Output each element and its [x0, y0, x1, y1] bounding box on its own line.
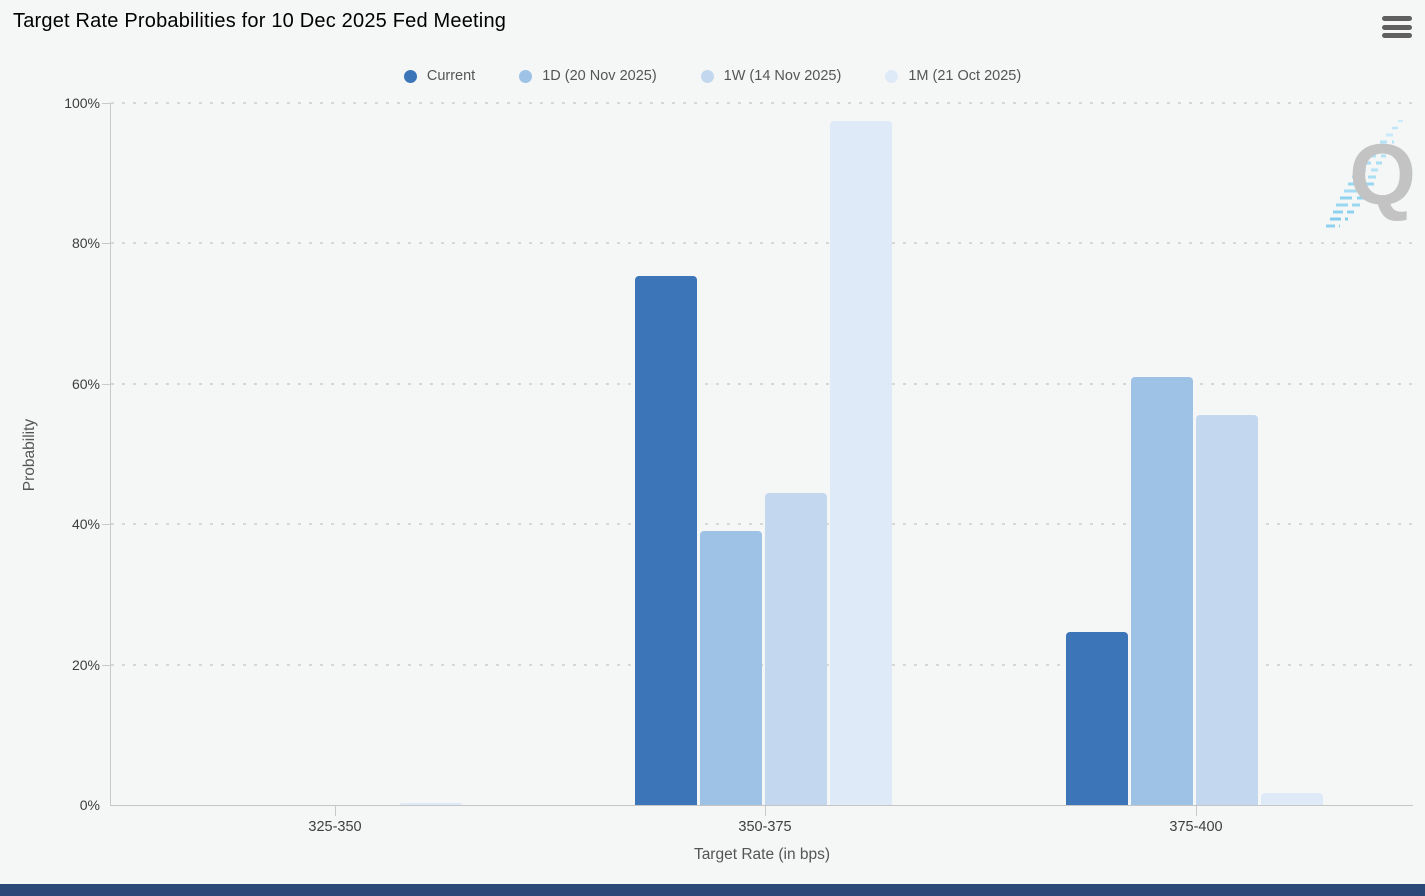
legend-label: 1M (21 Oct 2025) [908, 68, 1022, 84]
legend-item-current[interactable]: Current [403, 68, 476, 84]
bar-current-375-400[interactable] [1066, 632, 1128, 805]
legend-item-1w[interactable]: 1W (14 Nov 2025) [700, 68, 842, 84]
bar-1m-375-400[interactable] [1261, 793, 1323, 805]
y-axis-tick [102, 384, 110, 385]
y-axis-line [110, 103, 111, 806]
legend-item-1m[interactable]: 1M (21 Oct 2025) [885, 68, 1021, 84]
x-axis-label: 350-375 [738, 819, 792, 835]
gridline-40 [111, 523, 1413, 526]
x-axis-label: 375-400 [1169, 819, 1223, 835]
y-axis-tick [102, 665, 110, 666]
x-axis-tick [335, 806, 336, 816]
y-axis-label: 0% [79, 797, 100, 813]
x-axis-label: 325-350 [308, 819, 362, 835]
bar-1d-350-375[interactable] [700, 531, 762, 805]
bar-1m-350-375[interactable] [830, 121, 892, 805]
menu-bar [1382, 16, 1412, 21]
menu-bar [1382, 24, 1412, 30]
logo-swoosh-icon [1326, 119, 1406, 228]
quikstrike-logo: Q [1318, 108, 1424, 236]
bar-1w-350-375[interactable] [765, 493, 827, 805]
gridline-20 [111, 663, 1413, 666]
gridline-60 [111, 382, 1413, 385]
x-axis-tick [765, 806, 766, 816]
y-axis-label: 60% [71, 375, 100, 392]
bar-1d-375-400[interactable] [1131, 377, 1193, 805]
legend-marker-icon [700, 69, 714, 83]
legend-label: 1W (14 Nov 2025) [723, 68, 842, 84]
x-axis-title: Target Rate (in bps) [693, 846, 831, 863]
y-axis-label: 80% [71, 235, 100, 252]
legend-marker-icon [519, 69, 533, 83]
y-axis-label: 20% [71, 656, 100, 673]
y-axis-title: Probability [21, 418, 38, 492]
bar-1m-325-350[interactable] [400, 803, 462, 805]
y-axis-tick [102, 524, 110, 525]
logo-q-letter: Q [1349, 127, 1416, 223]
page-title: Target Rate Probabilities for 10 Dec 202… [13, 10, 507, 32]
gridline-80 [111, 242, 1413, 245]
x-axis-tick [1196, 806, 1197, 816]
y-axis-tick [102, 103, 110, 104]
legend-marker-icon [885, 69, 899, 83]
chart-legend: Current 1D (20 Nov 2025) 1W (14 Nov 2025) 1… [0, 68, 1425, 84]
legend-label: Current [426, 68, 476, 84]
gridline-100 [111, 102, 1413, 104]
bar-1w-375-400[interactable] [1196, 415, 1258, 805]
y-axis-label: 40% [71, 516, 100, 533]
footer-bar [0, 884, 1425, 896]
legend-label: 1D (20 Nov 2025) [542, 68, 657, 84]
y-axis-tick [102, 243, 110, 244]
x-axis-line [110, 805, 1413, 806]
bar-current-350-375[interactable] [635, 276, 697, 805]
legend-item-1d[interactable]: 1D (20 Nov 2025) [519, 68, 657, 84]
y-axis-label: 100% [64, 95, 100, 111]
hamburger-menu-icon[interactable] [1382, 16, 1412, 38]
legend-marker-icon [403, 69, 417, 83]
menu-bar [1382, 33, 1412, 38]
